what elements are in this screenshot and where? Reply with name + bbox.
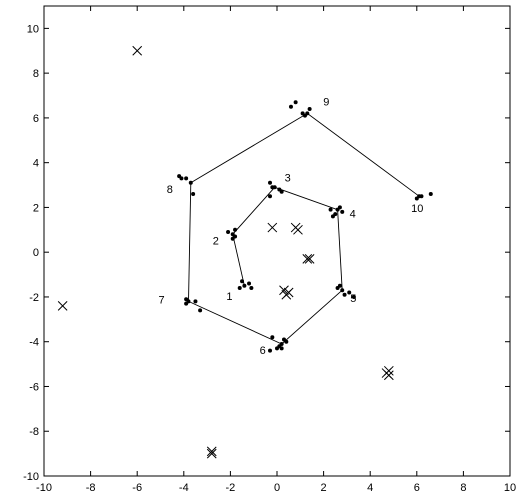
x-tick-label: -2 [226,482,236,494]
cluster-point [342,292,347,297]
x-tick-label: -4 [179,482,189,494]
axis-ticks: -10 -8 -6 -4 -2 0 2 4 6 8 10 -10 -8 -6 -4 -2 0 2 4 6 8 10 [23,6,516,494]
cluster-point [302,113,307,118]
cluster-point [184,301,189,306]
y-tick-label: -4 [29,337,39,349]
data-points [177,100,433,353]
y-tick-label: -10 [23,471,39,483]
y-tick-label: 6 [33,113,39,125]
cluster-point [249,286,254,290]
cluster-point [268,180,273,185]
cross-marker [57,301,68,311]
cluster-point [179,176,184,181]
y-tick-label: 4 [33,158,39,170]
cluster-point [328,207,333,212]
cluster-point [270,185,275,190]
cluster-point [293,100,298,105]
cross-marker [304,254,315,264]
cluster-point [428,192,433,196]
connection-path [188,112,420,345]
cluster-point [240,279,245,284]
point-label: 9 [323,96,329,108]
cluster-point [337,205,342,210]
point-label: 8 [167,184,173,196]
cluster-point [333,212,338,217]
x-tick-label: 4 [367,482,373,494]
cluster-point [184,176,189,181]
x-tick-label: -8 [86,482,96,494]
path-line [188,112,420,345]
cross-marker [281,289,292,300]
cluster-point [270,335,275,340]
cluster-point [284,339,289,344]
cross-marker [302,254,313,264]
x-tick-label: -6 [132,482,142,494]
cluster-point [279,189,284,194]
cluster-point [351,294,356,299]
point-label: 2 [213,235,219,247]
cross-marker [290,222,301,233]
cluster-point [242,283,247,288]
point-label: 10 [411,203,423,215]
y-tick-label: -2 [29,292,39,304]
cross-marker [267,222,278,233]
cross-marker [132,45,143,56]
point-label: 5 [350,293,356,305]
y-tick-label: 0 [33,247,39,259]
cluster-point [307,106,312,111]
cluster-point [237,286,242,290]
cluster-point [419,194,424,199]
cluster-point [247,281,252,286]
x-tick-label: 0 [274,482,280,494]
x-tick-label: -10 [36,482,52,494]
cluster-point [340,209,345,214]
cluster-point [414,196,419,201]
y-tick-label: 2 [33,202,39,214]
x-tick-label: 2 [321,482,327,494]
cross-marker [279,285,289,296]
cluster-point [268,194,273,199]
cluster-point [233,227,238,232]
point-label: 3 [285,172,291,184]
cluster-point [268,348,273,353]
point-label: 1 [226,291,232,303]
point-label: 6 [260,345,266,357]
x-tick-label: 10 [504,482,516,494]
point-label: 7 [158,294,164,306]
y-tick-label: -8 [29,426,39,438]
plot-frame [43,5,511,477]
y-tick-label: 8 [33,68,39,80]
cross-marker [206,448,217,459]
point-labels: 1 2 3 4 5 6 7 8 9 10 [158,96,423,357]
cluster-point [288,104,293,109]
x-tick-label: 8 [460,482,466,494]
cluster-point [198,308,203,313]
cluster-point [230,236,235,241]
cluster-point [337,283,342,288]
cluster-point [279,346,284,351]
cluster-point [340,288,345,293]
cross-marker [381,368,392,378]
cluster-point [193,299,198,304]
cluster-point [184,297,189,302]
y-tick-label: -6 [29,381,39,393]
y-tick-label: 10 [27,23,39,35]
point-label: 4 [350,209,356,221]
cross-marker [206,446,217,457]
cluster-point [188,180,193,185]
cross-markers [57,45,394,459]
cluster-point [226,230,231,235]
cluster-point [347,290,352,295]
x-tick-label: 6 [414,482,420,494]
cluster-point [191,192,196,196]
